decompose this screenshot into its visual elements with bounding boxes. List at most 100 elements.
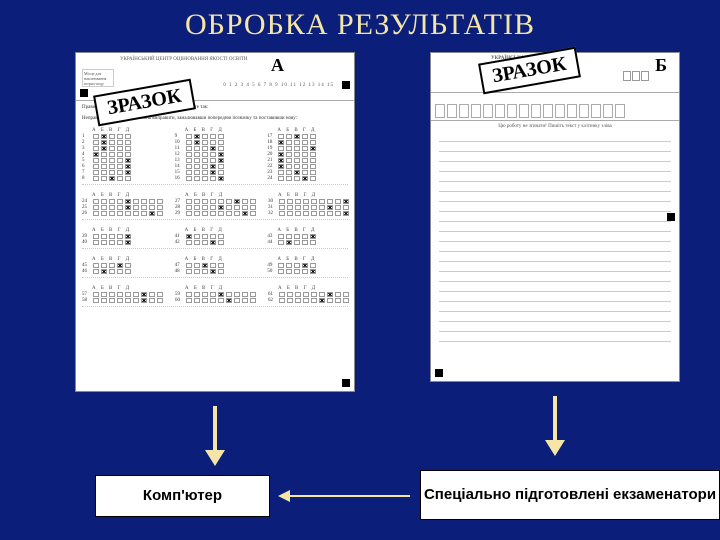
answer-bubble [202, 152, 208, 157]
answer-row: 62 [268, 298, 349, 303]
answer-bubble [218, 205, 224, 210]
answer-bubble [194, 240, 200, 245]
answer-bubble [250, 292, 256, 297]
answer-bubble [117, 298, 123, 303]
answer-row: 22 [267, 164, 348, 169]
answer-bubble [194, 158, 200, 163]
grid-col: А Б В Г Д272829 [175, 193, 256, 217]
answer-bubble [109, 263, 115, 268]
answer-bubble [278, 164, 284, 169]
answer-bubble [125, 176, 131, 181]
answer-row: 29 [175, 211, 256, 216]
answer-bubble [303, 205, 309, 210]
question-number: 9 [175, 134, 184, 139]
answer-bubble [202, 240, 208, 245]
answer-bubble [278, 152, 284, 157]
form-a-grid: А Б В Г Д12345678А Б В Г Д91011121314151… [82, 126, 348, 307]
answer-bubble [186, 134, 192, 139]
answer-bubble [310, 134, 316, 139]
answer-bubble [302, 234, 308, 239]
answer-bubble [101, 164, 107, 169]
question-number: 16 [175, 176, 184, 181]
answer-bubble [278, 140, 284, 145]
answer-row: 9 [175, 134, 256, 139]
answer-bubble [310, 170, 316, 175]
answer-bubble [218, 240, 224, 245]
answer-bubble [278, 263, 284, 268]
answer-bubble [287, 292, 293, 297]
answer-bubble [242, 199, 248, 204]
header-scale: 0 1 2 3 4 5 6 7 8 9 10 11 12 13 14 15 [223, 83, 334, 88]
answer-row: 60 [175, 298, 256, 303]
strip-cell [483, 104, 493, 118]
corner-mark [435, 369, 443, 377]
answer-bubble [210, 269, 216, 274]
answer-bubble [117, 269, 123, 274]
answer-bubble [125, 240, 131, 245]
answer-bubble [278, 240, 284, 245]
answer-bubble [202, 234, 208, 239]
answer-bubble [250, 211, 256, 216]
answer-bubble [194, 211, 200, 216]
answer-bubble [279, 292, 285, 297]
answer-bubble [101, 134, 107, 139]
writing-line [439, 322, 671, 332]
writing-line [439, 222, 671, 232]
question-number: 48 [175, 269, 184, 274]
answer-bubble [311, 298, 317, 303]
answer-bubble [186, 199, 192, 204]
answer-bubble [250, 199, 256, 204]
answer-bubble [194, 263, 200, 268]
answer-bubble [186, 234, 192, 239]
answer-bubble [125, 164, 131, 169]
answer-bubble [125, 140, 131, 145]
question-number: 50 [267, 269, 276, 274]
corner-mark [342, 379, 350, 387]
answer-bubble [294, 146, 300, 151]
answer-bubble [125, 134, 131, 139]
answer-bubble [286, 263, 292, 268]
answer-bubble [109, 269, 115, 274]
strip-cell [471, 104, 481, 118]
answer-row: 50 [267, 269, 348, 274]
barcode-area: Місце для наклеювання штрих-коду [82, 69, 114, 87]
answer-bubble [133, 199, 139, 204]
writing-line [439, 262, 671, 272]
question-number: 58 [82, 298, 91, 303]
answer-bubble [117, 205, 123, 210]
answer-row: 19 [267, 146, 348, 151]
answer-bubble [278, 158, 284, 163]
answer-bubble [226, 298, 232, 303]
question-number: 15 [175, 170, 184, 175]
writing-line [439, 232, 671, 242]
answer-bubble [302, 176, 308, 181]
answer-bubble [101, 176, 107, 181]
answer-row: 1 [82, 134, 163, 139]
answer-bubble [109, 240, 115, 245]
answer-row: 26 [82, 211, 163, 216]
grid-col: А Б В Г Д3940 [82, 228, 163, 246]
answer-bubble [278, 269, 284, 274]
answer-bubble [186, 205, 192, 210]
grid-section: А Б В Г Д3940А Б В Г Д4142А Б В Г Д4344 [82, 226, 348, 249]
answer-bubble [194, 199, 200, 204]
answer-bubble [186, 292, 192, 297]
answer-bubble [186, 298, 192, 303]
answer-bubble [226, 199, 232, 204]
answer-bubble [310, 164, 316, 169]
answer-bubble [294, 240, 300, 245]
answer-bubble [335, 298, 341, 303]
answer-bubble [295, 298, 301, 303]
answer-bubble [109, 292, 115, 297]
answer-row: 24 [82, 199, 163, 204]
answer-bubble [141, 298, 147, 303]
writing-line [439, 152, 671, 162]
col-header: А Б В Г Д [92, 257, 163, 262]
answer-bubble [202, 176, 208, 181]
grid-col: А Б В Г Д303132 [268, 193, 349, 217]
answer-bubble [279, 298, 285, 303]
answer-bubble [109, 152, 115, 157]
answer-bubble [286, 134, 292, 139]
answer-row: 20 [267, 152, 348, 157]
answer-bubble [311, 199, 317, 204]
